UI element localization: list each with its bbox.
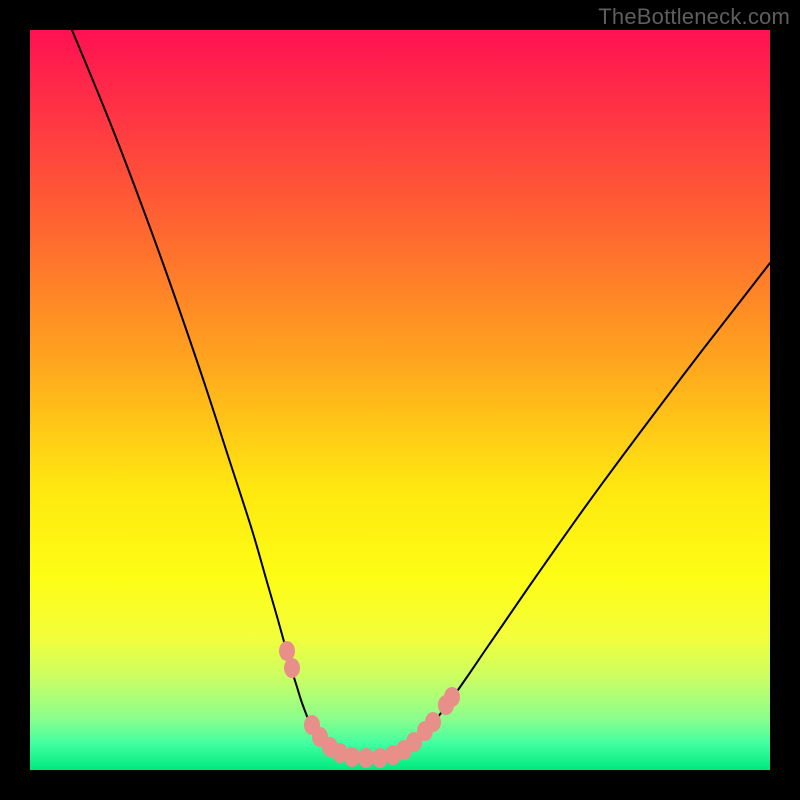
- plot-area: [30, 30, 770, 770]
- watermark-text: TheBottleneck.com: [598, 4, 790, 30]
- chart-frame: TheBottleneck.com: [0, 0, 800, 800]
